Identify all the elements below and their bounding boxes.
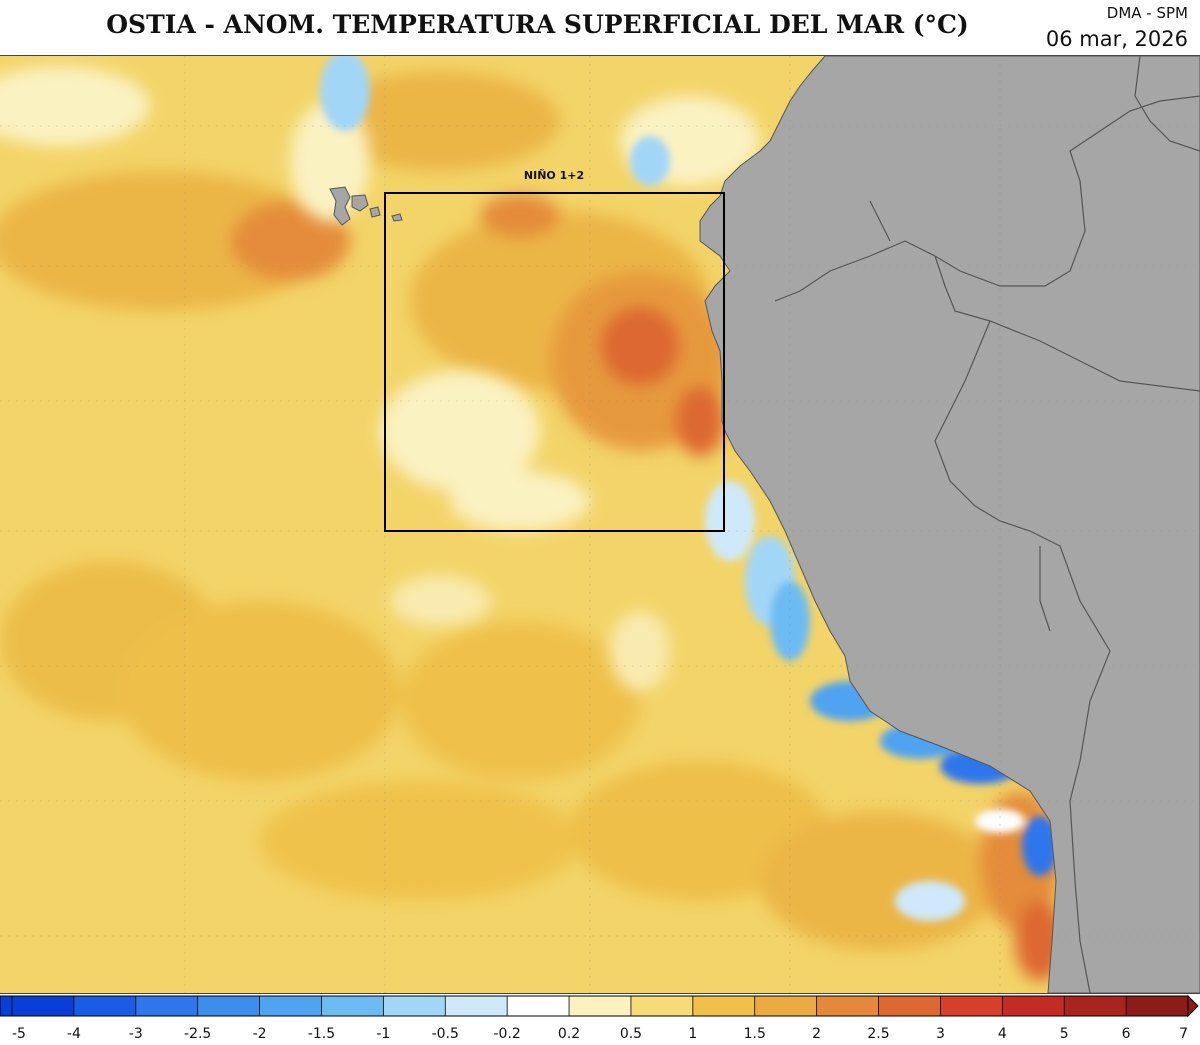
colorbar-extend-arrow [1187, 994, 1199, 1018]
colorbar-ticks: -5 -4 -3 -2.5 -2 -1.5 -1 -0.5 -0.2 0.2 0.5 1 1.5 2 2.5… [11, 996, 1189, 1042]
colorbar-swatch [569, 996, 632, 1016]
date-label: 06 mar, 2026 [1045, 27, 1188, 51]
colorbar-tick-label: 4 [998, 1026, 1007, 1042]
colorbar-swatch [259, 996, 322, 1016]
colorbar-swatch [754, 996, 818, 1016]
colorbar-swatch [816, 996, 880, 1016]
colorbar-swatch [135, 996, 199, 1016]
colorbar-tick-label: -1 [376, 1026, 390, 1042]
colorbar-tick-label: 1 [688, 1026, 697, 1042]
colorbar-swatch [0, 996, 12, 1016]
colorbar-tick-label: -5 [12, 1026, 26, 1042]
colorbar-tick-label: 5 [1060, 1026, 1069, 1042]
colorbar-swatch [321, 996, 384, 1016]
colorbar-tick-label: -1.5 [308, 1026, 335, 1042]
nino-1-2-label: NIÑO 1+2 [524, 169, 584, 182]
colorbar: -5 -4 -3 -2.5 -2 -1.5 -1 -0.5 -0.2 0.2 0.5 1 1.5 2 2.5… [0, 994, 1200, 1045]
colorbar-tick-label: -0.2 [493, 1026, 520, 1042]
colorbar-swatch [692, 996, 756, 1016]
colorbar-tick-label: -0.5 [432, 1026, 459, 1042]
colorbar-tick-label: -2 [253, 1026, 267, 1042]
map-title: OSTIA - ANOM. TEMPERATURA SUPERFICIAL DE… [106, 10, 969, 39]
anomaly-field [0, 56, 1065, 981]
colorbar-swatch [445, 996, 508, 1016]
agency-label: DMA - SPM [1106, 4, 1188, 22]
colorbar-tick-label: 7 [1179, 1026, 1188, 1042]
colorbar-swatch [197, 996, 261, 1016]
colorbar-tick-label: 2.5 [867, 1026, 889, 1042]
country-borders [774, 56, 1200, 993]
colorbar-swatch [507, 996, 570, 1016]
colorbar-tick-label: 0.2 [558, 1026, 580, 1042]
colorbar-tick-label: -3 [129, 1026, 143, 1042]
colorbar-swatch [1002, 996, 1065, 1016]
nino-1-2-region-box [384, 192, 725, 532]
colorbar-swatch [1126, 996, 1189, 1016]
colorbar-tick-label: -4 [67, 1026, 81, 1042]
colorbar-swatch [878, 996, 941, 1016]
sst-anomaly-map: NIÑO 1+2 [0, 55, 1200, 994]
colorbar-tick-label: 1.5 [744, 1026, 766, 1042]
colorbar-swatch [12, 996, 75, 1016]
colorbar-swatches [0, 996, 1189, 1016]
colorbar-tick-label: -2.5 [184, 1026, 211, 1042]
colorbar-swatch [383, 996, 446, 1016]
colorbar-tick-label: 0.5 [620, 1026, 642, 1042]
colorbar-swatch [940, 996, 1003, 1016]
colorbar-tick-label: 6 [1122, 1026, 1131, 1042]
colorbar-tick-label: 2 [812, 1026, 821, 1042]
header: OSTIA - ANOM. TEMPERATURA SUPERFICIAL DE… [0, 0, 1200, 55]
graticule [0, 56, 1200, 993]
colorbar-tick-label: 3 [936, 1026, 945, 1042]
galapagos-islands [329, 186, 403, 226]
colorbar-swatch [1064, 996, 1127, 1016]
colorbar-swatch [630, 996, 694, 1016]
colorbar-swatch [73, 996, 137, 1016]
